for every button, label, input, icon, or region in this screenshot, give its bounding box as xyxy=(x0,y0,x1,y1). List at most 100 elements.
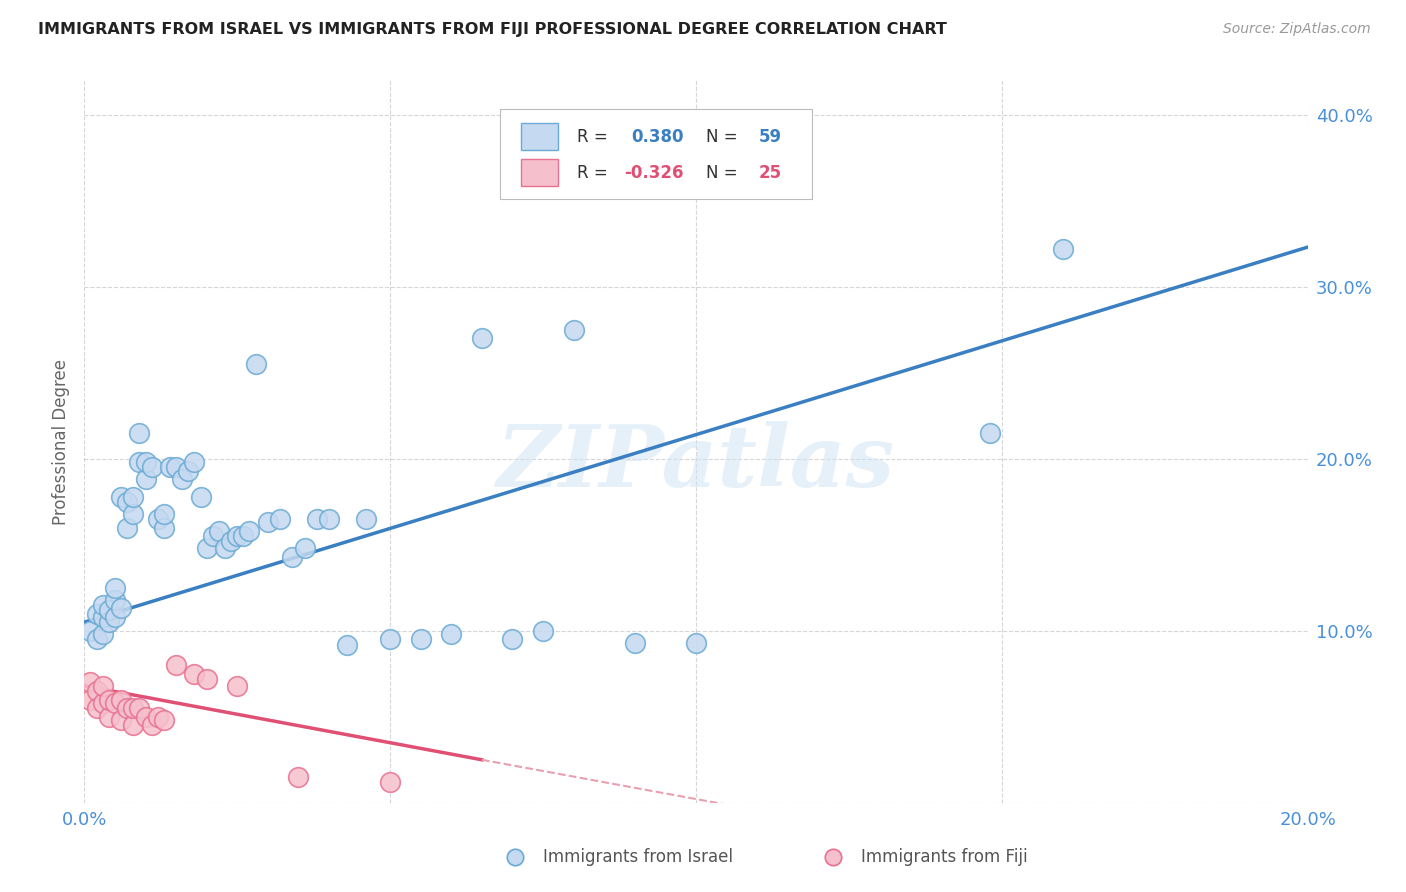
Point xyxy=(531,624,554,638)
Point xyxy=(135,455,157,469)
Y-axis label: Professional Degree: Professional Degree xyxy=(52,359,70,524)
Text: R =: R = xyxy=(578,164,613,182)
Text: 0.380: 0.380 xyxy=(631,128,683,145)
Point xyxy=(141,718,163,732)
Text: N =: N = xyxy=(706,128,742,145)
Point xyxy=(128,425,150,440)
Point xyxy=(159,460,181,475)
Point xyxy=(562,323,585,337)
Point xyxy=(208,524,231,538)
Point xyxy=(471,331,494,345)
Point xyxy=(128,701,150,715)
FancyBboxPatch shape xyxy=(522,123,558,151)
Point xyxy=(91,679,114,693)
Point xyxy=(165,460,187,475)
Point xyxy=(440,627,463,641)
Text: Immigrants from Israel: Immigrants from Israel xyxy=(543,848,733,866)
Point xyxy=(86,632,108,647)
Point xyxy=(146,512,169,526)
Point xyxy=(281,549,304,564)
Point xyxy=(86,684,108,698)
Point xyxy=(226,529,249,543)
Point xyxy=(214,541,236,556)
Point xyxy=(104,592,127,607)
Point xyxy=(110,601,132,615)
FancyBboxPatch shape xyxy=(501,109,813,200)
Point xyxy=(502,632,524,647)
Point xyxy=(226,679,249,693)
Point xyxy=(135,710,157,724)
Point xyxy=(165,658,187,673)
Point xyxy=(190,490,212,504)
Point xyxy=(122,507,145,521)
Point xyxy=(318,512,340,526)
Point xyxy=(201,529,224,543)
Point xyxy=(115,520,138,534)
Text: N =: N = xyxy=(706,164,742,182)
Point xyxy=(305,512,328,526)
Text: 59: 59 xyxy=(758,128,782,145)
Point xyxy=(79,624,101,638)
Point xyxy=(141,460,163,475)
Point xyxy=(91,610,114,624)
Point xyxy=(91,696,114,710)
Point xyxy=(115,494,138,508)
Point xyxy=(128,455,150,469)
Point xyxy=(685,636,707,650)
Text: IMMIGRANTS FROM ISRAEL VS IMMIGRANTS FROM FIJI PROFESSIONAL DEGREE CORRELATION C: IMMIGRANTS FROM ISRAEL VS IMMIGRANTS FRO… xyxy=(38,22,946,37)
Point xyxy=(336,638,359,652)
Point xyxy=(269,512,291,526)
Point xyxy=(97,615,120,630)
Text: Immigrants from Fiji: Immigrants from Fiji xyxy=(860,848,1028,866)
Point xyxy=(104,581,127,595)
Point xyxy=(979,425,1001,440)
Point xyxy=(122,490,145,504)
Point xyxy=(183,455,205,469)
Point xyxy=(79,675,101,690)
Text: R =: R = xyxy=(578,128,613,145)
Point xyxy=(97,603,120,617)
Point xyxy=(122,701,145,715)
Point xyxy=(195,541,218,556)
Point xyxy=(409,632,432,647)
Point xyxy=(153,507,176,521)
Point xyxy=(183,666,205,681)
Point xyxy=(91,598,114,612)
Point xyxy=(172,472,194,486)
Point xyxy=(97,692,120,706)
Point xyxy=(104,610,127,624)
Point xyxy=(245,357,267,371)
Point xyxy=(153,520,176,534)
Point xyxy=(232,529,254,543)
Point xyxy=(115,701,138,715)
Point xyxy=(110,490,132,504)
FancyBboxPatch shape xyxy=(522,159,558,186)
Point xyxy=(219,534,242,549)
Point xyxy=(380,775,402,789)
Point xyxy=(294,541,316,556)
Point xyxy=(97,710,120,724)
Point xyxy=(146,710,169,724)
Point xyxy=(238,524,260,538)
Text: -0.326: -0.326 xyxy=(624,164,683,182)
Point xyxy=(86,701,108,715)
Point xyxy=(110,713,132,727)
Point xyxy=(287,770,309,784)
Point xyxy=(86,607,108,621)
Point xyxy=(153,713,176,727)
Point xyxy=(122,718,145,732)
Point xyxy=(380,632,402,647)
Point xyxy=(104,696,127,710)
Point xyxy=(354,512,377,526)
Point xyxy=(91,627,114,641)
Point xyxy=(135,472,157,486)
Point xyxy=(1052,242,1074,256)
Text: ZIPatlas: ZIPatlas xyxy=(496,421,896,505)
Point xyxy=(624,636,647,650)
Point xyxy=(110,692,132,706)
Text: 25: 25 xyxy=(758,164,782,182)
Point xyxy=(79,692,101,706)
Point xyxy=(177,464,200,478)
Point xyxy=(195,672,218,686)
Text: Source: ZipAtlas.com: Source: ZipAtlas.com xyxy=(1223,22,1371,37)
